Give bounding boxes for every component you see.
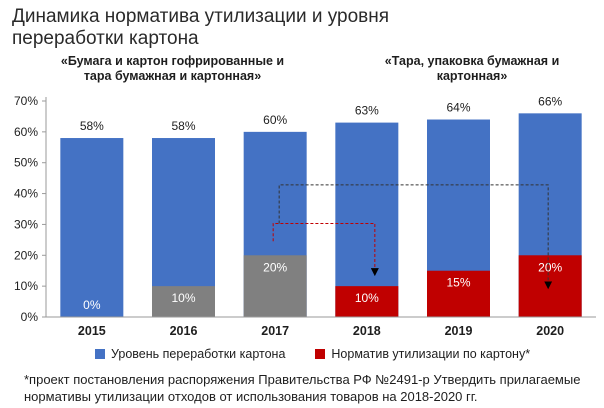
data-label-recycling: 58%	[171, 119, 195, 133]
bar-norm	[335, 286, 399, 317]
legend-swatch-recycling	[95, 349, 105, 359]
legend-label-recycling: Уровень переработки картона	[111, 347, 286, 361]
x-tick-label: 2016	[170, 324, 198, 338]
y-tick-label: 70%	[14, 94, 38, 108]
data-label-recycling: 63%	[355, 104, 379, 118]
x-tick-label: 2015	[78, 324, 106, 338]
data-label-norm: 20%	[263, 260, 287, 274]
group-label-left: «Бумага и картон гофрированные и тара бу…	[60, 54, 285, 83]
data-label-norm: 10%	[355, 291, 379, 305]
y-tick-label: 60%	[14, 125, 38, 139]
legend-item-recycling: Уровень переработки картона	[95, 347, 285, 361]
bar-recycling	[335, 122, 399, 317]
data-label-recycling: 64%	[446, 101, 470, 115]
legend: Уровень переработки картона Норматив ути…	[95, 347, 530, 361]
data-label-norm: 10%	[171, 291, 195, 305]
legend-item-norm: Норматив утилизации по картону*	[315, 347, 530, 361]
x-tick-label: 2019	[445, 324, 473, 338]
footnote: *проект постановления распоряжения Прави…	[24, 372, 581, 404]
bar-norm	[427, 270, 490, 317]
y-tick-label: 20%	[14, 248, 38, 262]
data-label-recycling: 66%	[538, 94, 562, 108]
data-label-norm: 15%	[446, 276, 470, 290]
x-tick-label: 2020	[536, 324, 564, 338]
bar-norm	[243, 255, 307, 317]
bar-recycling	[60, 138, 124, 317]
legend-swatch-norm	[315, 349, 326, 359]
y-tick-label: 40%	[14, 187, 38, 201]
arrow-2017-2020	[278, 184, 553, 290]
x-tick-label: 2017	[261, 324, 289, 338]
y-tick-label: 0%	[21, 310, 39, 324]
bar-chart: 0% 10% 20% 30% 40% 50% 60% 70% 58% 0% 2015 58% 10% 20…	[14, 94, 596, 338]
chart-title: Динамика норматива утилизации и уровня п…	[12, 6, 390, 49]
x-tick-label: 2018	[353, 324, 381, 338]
y-tick-label: 30%	[14, 217, 38, 231]
data-label-norm: 0%	[83, 298, 101, 312]
group-label-right: «Тара, упаковка бумажная и картонная»	[384, 54, 560, 83]
data-label-norm: 20%	[538, 260, 562, 274]
bar-norm	[152, 286, 215, 317]
legend-label-norm: Норматив утилизации по картону*	[331, 347, 531, 361]
y-tick-label: 10%	[14, 279, 38, 293]
data-label-recycling: 60%	[263, 113, 287, 127]
y-tick-label: 50%	[14, 156, 38, 170]
data-label-recycling: 58%	[80, 119, 104, 133]
